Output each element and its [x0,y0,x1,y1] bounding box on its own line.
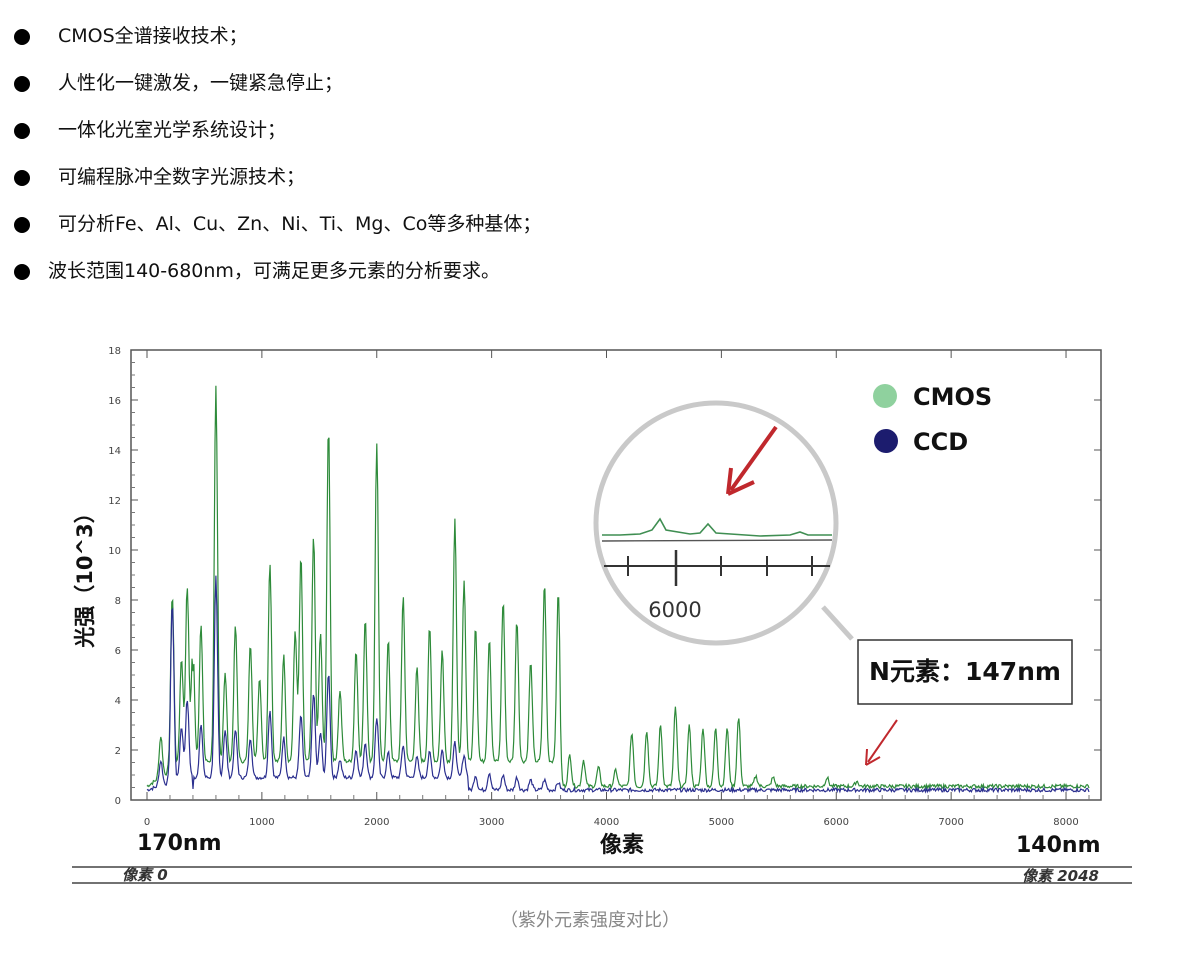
wavelength-start-label: 170nm [137,831,222,856]
bullet-dot-icon [14,123,30,139]
feature-text: CMOS全谱接收技术； [58,25,248,47]
y-tick-label: 16 [108,396,121,407]
inset-connector [821,605,854,641]
legend-swatch-cmos [873,384,897,408]
x-tick-label: 3000 [479,817,504,828]
legend: CMOS CCD [873,383,992,456]
y-axis-label: 光强（10^3） [73,502,97,648]
inset-arrow-shaft [729,425,778,492]
bullet-dot-icon [14,29,30,45]
feature-text: 一体化光室光学系统设计； [58,119,287,141]
x-axis-label: 像素 [600,832,644,858]
bullet-dot-icon [14,217,30,233]
zoom-inset: 6000 [593,400,839,646]
x-tick-label: 4000 [594,817,619,828]
pixel-start-label: 像素 0 [122,866,168,884]
y-tick-label: 6 [115,646,121,657]
x-tick-label: 6000 [824,817,849,828]
spectrum-chart: 0 2 4 6 8 10 12 14 16 18 0 1000 2000 3000 4000 5000 600… [72,346,1132,885]
inset-arrow-icon [726,467,755,496]
figure-caption: （紫外元素强度对比） [500,910,680,931]
feature-text: 可编程脉冲全数字光源技术； [58,166,306,188]
annotation-box [857,639,1073,705]
y-tick-label: 12 [108,496,121,507]
legend-label-cmos: CMOS [913,383,992,411]
x-tick-label: 7000 [938,817,963,828]
inset-ccd-trace [601,539,833,542]
x-tick-label: 2000 [364,817,389,828]
annotation-label: N元素：147nm [869,657,1061,686]
x-tick-label: 5000 [709,817,734,828]
y-tick-label: 18 [108,346,121,357]
y-tick-label: 8 [115,596,121,607]
bullet-dot-icon [14,264,30,280]
pixel-end-label: 像素 2048 [1022,867,1099,885]
y-tick-label: 0 [115,796,121,807]
series-line-ccd [146,575,1090,794]
x-axis: 0 1000 2000 3000 4000 5000 6000 7000 8000 [144,350,1090,828]
inset-cmos-trace [602,517,832,537]
y-tick-label: 2 [115,746,121,757]
y-axis: 0 2 4 6 8 10 12 14 16 18 [108,346,1101,807]
feature-text: 波长范围140-680nm，可满足更多元素的分析要求。 [48,260,500,282]
feature-text: 可分析Fe、Al、Cu、Zn、Ni、Ti、Mg、Co等多种基体； [58,213,542,235]
annotation-arrow-shaft [867,719,898,763]
bullet-dot-icon [14,76,30,92]
inset-circle [593,400,839,646]
bullet-dot-icon [14,170,30,186]
annotation-arrow-icon [865,748,881,766]
y-tick-label: 10 [108,546,121,557]
wavelength-end-label: 140nm [1016,833,1101,858]
x-tick-label: 8000 [1053,817,1078,828]
legend-label-ccd: CCD [913,428,968,456]
inset-tick-label: 6000 [648,598,701,622]
legend-swatch-ccd [874,429,898,453]
x-tick-label: 0 [144,817,150,828]
y-tick-label: 14 [108,446,121,457]
y-tick-label: 4 [115,696,121,707]
x-tick-label: 1000 [249,817,274,828]
series-line-cmos [146,385,1090,791]
feature-text: 人性化一键激发，一键紧急停止； [58,72,344,94]
